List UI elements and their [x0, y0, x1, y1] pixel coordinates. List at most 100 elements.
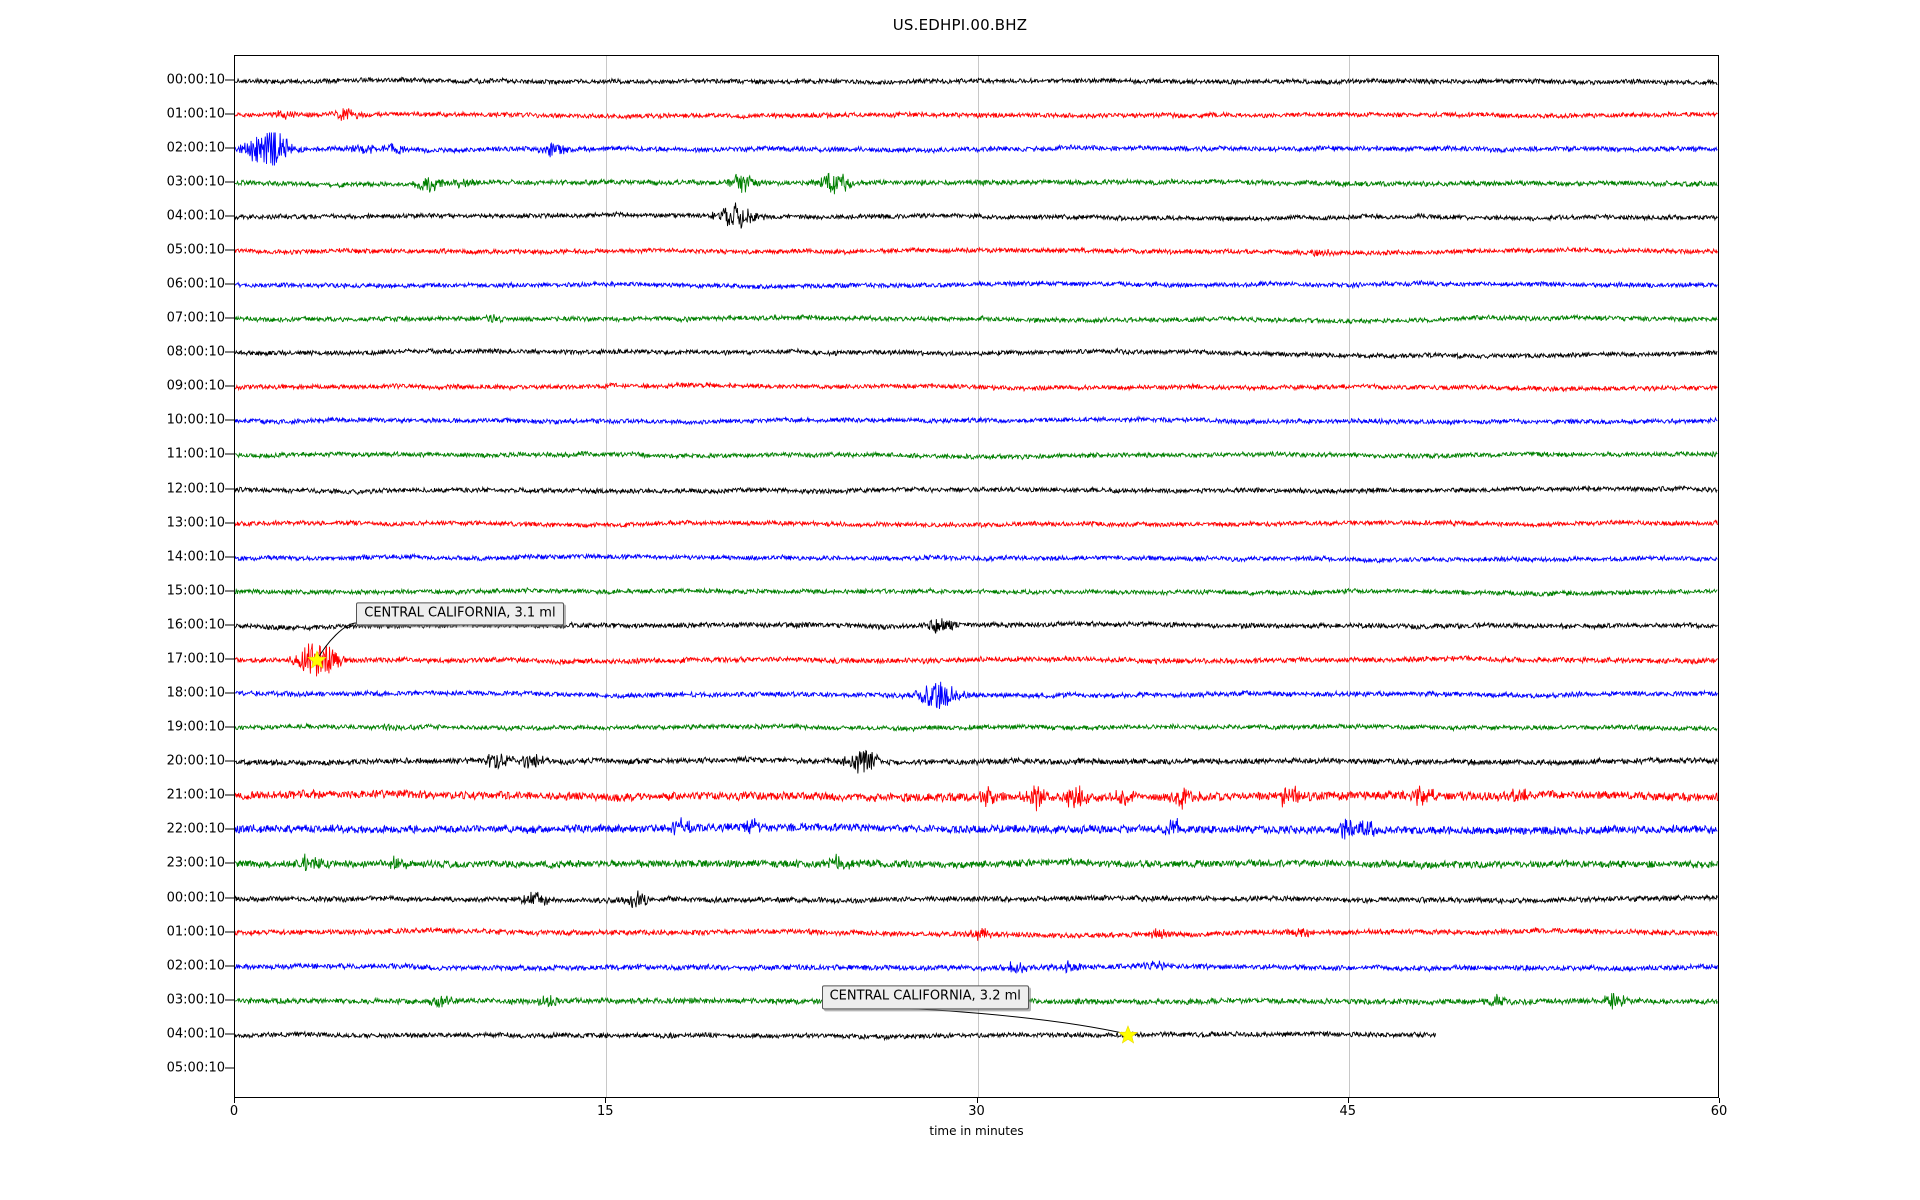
- y-tick-17: 17:00:10: [167, 651, 234, 666]
- y-tick-mark: [225, 113, 234, 115]
- y-tick-label: 16:00:10: [166, 617, 225, 633]
- plot-area: CENTRAL CALIFORNIA, 3.1 ml CENTRAL CALIFO…: [234, 55, 1719, 1098]
- y-tick-28: 04:00:10: [167, 1026, 234, 1041]
- y-tick-26: 02:00:10: [167, 958, 234, 973]
- x-axis-tick-labels: 0 15 30 45 60: [230, 1098, 1727, 1138]
- y-tick-0: 00:00:10: [167, 72, 234, 87]
- trace-row-18: [235, 677, 1718, 711]
- y-tick-8: 08:00:10: [167, 345, 234, 360]
- y-tick-label: 13:00:10: [166, 515, 225, 531]
- y-tick-mark: [225, 965, 234, 967]
- x-axis-title: time in minutes: [929, 1124, 1024, 1138]
- y-tick-label: 23:00:10: [166, 855, 225, 871]
- y-tick-20: 20:00:10: [167, 754, 234, 769]
- y-tick-19: 19:00:10: [167, 720, 234, 735]
- trace-row-28: [235, 1018, 1718, 1052]
- y-tick-label: 03:00:10: [166, 174, 225, 190]
- y-tick-mark: [225, 760, 234, 762]
- y-tick-mark: [225, 1033, 234, 1035]
- y-tick-mark: [225, 999, 234, 1001]
- y-tick-mark: [225, 453, 234, 455]
- y-tick-label: 05:00:10: [166, 242, 225, 258]
- annotation-label: CENTRAL CALIFORNIA, 3.2 ml: [821, 985, 1029, 1010]
- trace-row-24: [235, 882, 1718, 916]
- trace-row-12: [235, 473, 1718, 507]
- trace-row-8: [235, 336, 1718, 370]
- y-tick-24: 00:00:10: [167, 890, 234, 905]
- y-tick-mark: [225, 419, 234, 421]
- y-tick-label: 17:00:10: [166, 651, 225, 667]
- page-title: US.EDHPI.00.BHZ: [892, 16, 1028, 34]
- y-tick-mark: [225, 897, 234, 899]
- y-tick-label: 02:00:10: [166, 958, 225, 974]
- trace-row-19: [235, 711, 1718, 745]
- x-tick-label-45: 45: [1339, 1104, 1357, 1119]
- y-tick-mark: [225, 862, 234, 864]
- trace-row-9: [235, 370, 1718, 404]
- y-tick-21: 21:00:10: [167, 788, 234, 803]
- trace-row-20: [235, 745, 1718, 779]
- y-tick-mark: [225, 147, 234, 149]
- y-tick-6: 06:00:10: [167, 277, 234, 292]
- y-tick-2: 02:00:10: [167, 140, 234, 155]
- trace-row-14: [235, 541, 1718, 575]
- trace-row-17: [235, 643, 1718, 677]
- y-tick-label: 14:00:10: [166, 549, 225, 565]
- y-tick-label: 12:00:10: [166, 481, 225, 497]
- y-tick-mark: [225, 249, 234, 251]
- trace-row-10: [235, 404, 1718, 438]
- annotation-0[interactable]: CENTRAL CALIFORNIA, 3.1 ml: [356, 602, 564, 626]
- y-tick-7: 07:00:10: [167, 311, 234, 326]
- x-tick-mark-30: [976, 1098, 978, 1103]
- y-tick-mark: [225, 624, 234, 626]
- y-axis-tick-labels: 00:00:10 01:00:10 02:00:10 03:00:10 04:00:10…: [0, 55, 234, 1098]
- y-tick-mark: [225, 794, 234, 796]
- y-tick-5: 05:00:10: [167, 242, 234, 257]
- y-tick-27: 03:00:10: [167, 992, 234, 1007]
- y-tick-label: 01:00:10: [166, 106, 225, 122]
- y-tick-29: 05:00:10: [167, 1061, 234, 1076]
- y-tick-label: 00:00:10: [166, 890, 225, 906]
- y-tick-mark: [225, 692, 234, 694]
- annotation-1[interactable]: CENTRAL CALIFORNIA, 3.2 ml: [821, 985, 1029, 1010]
- y-tick-10: 10:00:10: [167, 413, 234, 428]
- y-tick-label: 11:00:10: [166, 446, 225, 462]
- y-tick-label: 09:00:10: [166, 378, 225, 394]
- y-tick-mark: [225, 828, 234, 830]
- event-star-marker-0[interactable]: [306, 650, 327, 670]
- trace-row-6: [235, 268, 1718, 302]
- y-tick-1: 01:00:10: [167, 106, 234, 121]
- y-tick-3: 03:00:10: [167, 174, 234, 189]
- gridline-45: [1348, 56, 1350, 1097]
- y-tick-label: 03:00:10: [166, 992, 225, 1008]
- y-tick-25: 01:00:10: [167, 924, 234, 939]
- y-tick-label: 04:00:10: [166, 1026, 225, 1042]
- y-tick-label: 15:00:10: [166, 583, 225, 599]
- gridline-30: [977, 56, 979, 1097]
- y-tick-label: 02:00:10: [166, 140, 225, 156]
- y-tick-mark: [225, 79, 234, 81]
- y-tick-label: 01:00:10: [166, 924, 225, 940]
- y-tick-mark: [225, 317, 234, 319]
- trace-row-2: [235, 132, 1718, 166]
- trace-row-21: [235, 779, 1718, 813]
- y-tick-mark: [225, 215, 234, 217]
- y-tick-label: 20:00:10: [166, 753, 225, 769]
- y-tick-label: 10:00:10: [166, 412, 225, 428]
- y-tick-mark: [225, 181, 234, 183]
- event-star-marker-1[interactable]: [1118, 1025, 1139, 1045]
- trace-row-25: [235, 916, 1718, 950]
- trace-row-5: [235, 234, 1718, 268]
- y-tick-label: 08:00:10: [166, 344, 225, 360]
- x-tick-mark-45: [1347, 1098, 1349, 1103]
- y-tick-mark: [225, 385, 234, 387]
- trace-row-23: [235, 847, 1718, 881]
- y-tick-label: 19:00:10: [166, 719, 225, 735]
- y-tick-label: 05:00:10: [166, 1060, 225, 1076]
- y-tick-12: 12:00:10: [167, 481, 234, 496]
- trace-row-7: [235, 302, 1718, 336]
- y-tick-mark: [225, 351, 234, 353]
- x-tick-mark-15: [605, 1098, 607, 1103]
- y-tick-mark: [225, 488, 234, 490]
